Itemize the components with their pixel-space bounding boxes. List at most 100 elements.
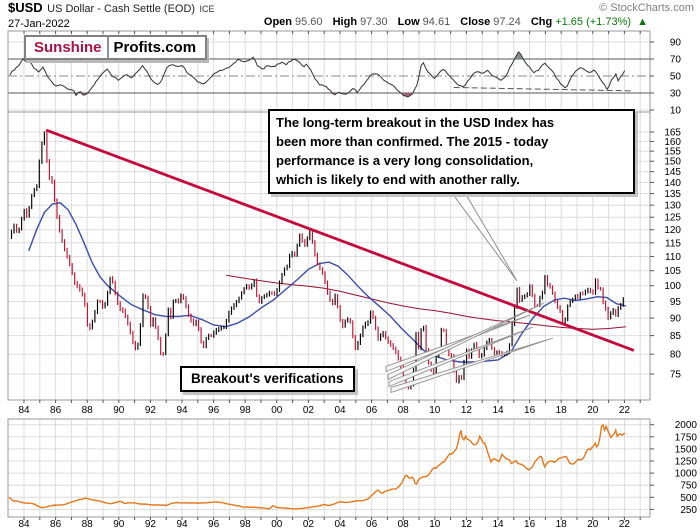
rsi-dashed-trendline [453,86,633,92]
y-axis-label: 1250 [675,457,698,468]
x-axis-label: 92 [145,405,157,416]
panel-frames [7,30,651,518]
x-axis-label: 98 [240,519,252,530]
annotation-line: The long-term breakout in the USD Index … [276,115,555,130]
x-axis-label: 22 [619,519,631,530]
x-axis-label: 94 [176,405,188,416]
instrument-title: US Dollar - Cash Settle (EOD) [47,3,196,15]
x-axis-label: 04 [334,519,346,530]
stockcharts-copyright: © StockCharts.com [599,2,694,14]
breakout-arrow-beam [388,326,534,388]
breakout-arrow-beam [390,337,554,394]
x-axis-label: 20 [587,519,599,530]
y-axis-label: 90 [670,314,682,325]
x-axis-label: 86 [50,405,62,416]
y-axis-label: 30 [670,89,682,100]
y-axis-label: 10 [670,106,682,117]
change-label: Chg [530,16,553,28]
close-label: Close [460,16,491,28]
y-axis-label: 115 [665,238,681,249]
y-axis-label: 100 [664,281,681,292]
open-label: Open [263,16,293,28]
x-axis-label: 88 [82,405,94,416]
callout-pointers [385,192,554,394]
x-axis-label: 10 [429,405,441,416]
x-axis-label: 16 [524,405,536,416]
sunshine-profits-logo: Sunshine Profits.com [24,35,208,60]
x-axis-label: 90 [113,405,125,416]
x-axis-label: 84 [18,405,30,416]
y-axis-label: 70 [670,55,682,66]
x-axis-label: 92 [145,519,157,530]
x-axis-label: 14 [492,405,504,416]
x-axis-label: 00 [271,519,283,530]
x-axis-label: 20 [587,405,599,416]
annotation-line: performance is a very long consolidation… [276,153,534,168]
y-axis-label: 75 [670,370,682,381]
close-value: 97.24 [493,16,521,28]
logo-sunshine-text: Sunshine [26,37,109,58]
header-quote-row: 27-Jan-2022 Open 95.60 High 97.30 Low 94.61… [8,16,697,30]
low-label: Low [397,16,420,28]
gold-panel [8,423,626,510]
y-axis-label: 85 [670,331,682,342]
y-axis-label: 140 [664,178,681,189]
low-value: 94.61 [422,16,451,28]
y-axis-label: 155 [664,147,681,158]
y-axis-label: 750 [680,481,697,492]
y-axis-label: 250 [680,505,697,516]
x-axis-label: 18 [556,405,568,416]
x-axis-label: 88 [82,519,94,530]
annotation-line: been more than confirmed. The 2015 - tod… [276,134,549,149]
y-axis-label: 80 [670,350,682,361]
x-axis-label: 90 [113,519,125,530]
breakout-label-text: Breakout's verifications [191,371,344,386]
open-value: 95.60 [295,16,323,28]
y-axis-label: 110 [665,252,681,263]
x-axis-label: 96 [208,405,220,416]
declining-resistance-trendline [45,128,635,352]
x-axis-label: 06 [366,519,378,530]
gridlines [8,31,650,517]
y-axis-label: 2000 [675,420,698,431]
long-ma-maroon-line [226,274,627,330]
rsi-panel [8,51,650,98]
y-axis-label: 1000 [675,469,698,480]
y-axis-label: 105 [664,266,681,277]
y-axis-label: 1750 [675,432,698,443]
exchange-label: ICE [199,4,215,14]
main-annotation-callout: The long-term breakout in the USD Index … [268,109,635,194]
x-axis-label: 12 [461,405,473,416]
y-axis-label: 125 [664,213,681,224]
y-axis-label: 120 [664,225,681,236]
x-axis-label: 98 [240,405,252,416]
y-axis-label: 135 [664,189,681,200]
rsi-line [9,51,626,98]
change-value: +1.65 (+1.73%) [555,16,632,28]
x-axis-label: 08 [398,405,410,416]
chart-header: $USD US Dollar - Cash Settle (EOD) ICE ©… [8,1,697,30]
y-axis-label: 500 [680,493,697,504]
y-axis-label: 145 [664,167,681,178]
header-title-row: $USD US Dollar - Cash Settle (EOD) ICE ©… [8,1,697,15]
y-axis-label: 1500 [675,444,698,455]
breakout-arrow-beam [387,302,545,381]
x-axis-label: 06 [366,405,378,416]
gold-price-line [8,423,626,510]
high-value: 97.30 [360,16,388,28]
y-axis-label: 95 [670,297,682,308]
annotation-line: which is likely to end with another rall… [276,172,520,187]
x-axis-label: 12 [461,519,473,530]
x-axis-label: 10 [429,519,441,530]
x-axis-label: 16 [524,519,536,530]
x-axis-label: 86 [50,519,62,530]
y-axis-label: 165 [664,128,681,139]
x-axis-label: 18 [556,519,568,530]
x-axis-label: 94 [176,519,188,530]
x-axis-label: 22 [619,405,631,416]
high-label: High [332,16,358,28]
x-axis-label: 84 [18,519,30,530]
x-axis-label: 02 [303,519,315,530]
axis-labels: 9070503010165160155150145140135130125120… [18,31,697,530]
